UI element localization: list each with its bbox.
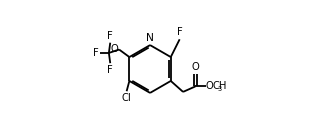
Text: O: O [110,44,118,54]
Text: F: F [107,65,113,75]
Text: 3: 3 [217,86,221,92]
Text: F: F [107,31,113,41]
Text: F: F [93,48,99,58]
Text: Cl: Cl [122,93,131,103]
Text: O: O [206,81,213,91]
Text: O: O [192,62,199,72]
Text: CH: CH [212,81,226,91]
Text: F: F [177,27,183,37]
Text: N: N [146,33,154,43]
